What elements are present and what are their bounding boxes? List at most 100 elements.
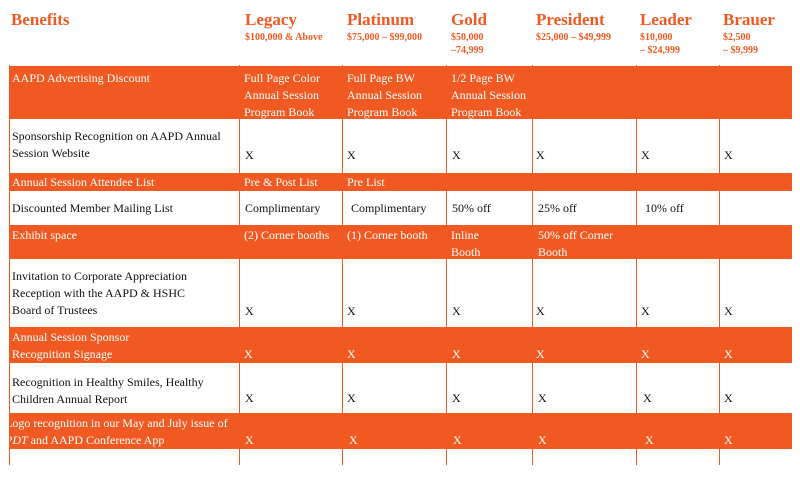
benefit-label: Discounted Member Mailing List [12,201,173,215]
tier-cell: 1/2 Page BW Annual Session Program Book [451,71,526,119]
tier-cell [637,225,717,259]
column-divider [446,65,447,465]
column-divider [636,65,637,465]
benefit-text: and AAPD Conference App [27,433,165,447]
tier-cell: X [536,304,545,318]
tier-cell: X [245,304,254,318]
table-row: Sponsorship Recognition on AAPD Annual S… [9,119,792,173]
benefits-header-title: Benefits [11,10,70,29]
tier-cell: X [536,148,545,162]
tier-header-president: President $25,000 – $49,999 [536,10,611,44]
tier-cell: X [724,347,733,361]
column-divider [719,65,720,465]
tier-cell: Pre & Post List [244,175,318,189]
benefit-text: Logo recognition in our May and July iss… [5,416,228,430]
tier-cell: X [349,433,358,447]
tier-range: $50,000 –74,999 [451,32,484,56]
benefit-label: Sponsorship Recognition on AAPD Annual S… [12,129,221,160]
tier-cell: (1) Corner booth [347,228,428,242]
table-row: Logo recognition in our May and July iss… [5,413,792,449]
benefit-label: Annual Session Sponsor Recognition Signa… [12,330,130,361]
tier-cell: X [641,148,650,162]
tier-header-platinum: Platinum $75,000 – $99,000 [347,10,422,44]
tier-cell: (2) Corner booths [244,228,330,242]
tier-cell: X [453,433,462,447]
tier-cell: X [347,148,356,162]
table-row: Exhibit space (2) Corner booths (1) Corn… [9,225,792,259]
tier-cell: Full Page Color Annual Session Program B… [244,71,321,119]
tier-cell: X [538,391,547,405]
tier-cell: 10% off [645,201,684,215]
tier-cell: X [641,304,650,318]
tier-name: Leader [640,10,692,29]
benefit-label: Invitation to Corporate Appreciation Rec… [12,269,187,317]
tier-cell: Complimentary [351,201,427,215]
column-divider [239,65,240,465]
column-divider [9,65,10,465]
table-row: AAPD Advertising Discount Full Page Colo… [9,66,792,119]
tier-cell: X [245,391,254,405]
tier-header-leader: Leader $10,000 – $24,999 [640,10,692,57]
tier-cell: X [643,391,652,405]
tier-cell: X [724,433,733,447]
tier-cell: X [645,433,654,447]
tier-cell: X [452,347,461,361]
tier-range: $25,000 – $49,999 [536,32,611,43]
tier-name: Legacy [245,10,297,29]
table-row: Discounted Member Mailing List Complimen… [9,191,792,225]
benefit-label: Recognition in Healthy Smiles, Healthy C… [12,375,204,406]
tier-cell [720,66,792,119]
tier-header-brauer: Brauer $2,500 – $9,999 [723,10,775,57]
tier-cell: X [724,391,733,405]
tier-cell: Complimentary [245,201,321,215]
benefit-label: AAPD Advertising Discount [12,71,150,85]
tier-cell: X [536,347,545,361]
benefit-text-italic: PDT [5,433,28,447]
tier-range: $100,000 & Above [245,32,323,43]
tier-cell: Full Page BW Annual Session Program Book [347,71,422,119]
tier-cell: 50% off [452,201,491,215]
tier-cell: X [724,304,733,318]
tier-cell [720,173,792,191]
tier-range: $75,000 – $99,000 [347,32,422,43]
tier-cell [447,173,537,191]
tier-cell: X [538,433,547,447]
column-divider [532,65,533,465]
tier-cell [637,173,717,191]
tier-name: Brauer [723,10,775,29]
table-row: Annual Session Sponsor Recognition Signa… [9,327,792,363]
benefit-label: Logo recognition in our May and July iss… [2,413,238,449]
tier-cell: 25% off [538,201,577,215]
tier-cell: 50% off Corner Booth [538,228,614,259]
table-row: Recognition in Healthy Smiles, Healthy C… [9,363,792,413]
tier-cell: X [245,433,254,447]
tier-cell [533,173,633,191]
tier-cell: X [452,148,461,162]
tier-header-gold: Gold $50,000 –74,999 [451,10,487,57]
tier-range: $2,500 – $9,999 [723,32,758,56]
tier-cell [720,225,792,259]
tier-cell: X [724,148,733,162]
tier-name: Gold [451,10,487,29]
tier-header-legacy: Legacy $100,000 & Above [245,10,323,44]
tier-range: $10,000 – $24,999 [640,32,680,56]
table-row: Annual Session Attendee List Pre & Post … [9,173,792,191]
tier-cell [637,66,717,119]
tier-name: Platinum [347,10,415,29]
tier-cell: Pre List [347,175,385,189]
tier-cell: X [452,391,461,405]
tier-cell: X [347,391,356,405]
tier-cell: Inline Booth [451,228,481,259]
tier-name: President [536,10,605,29]
tier-cell: X [641,347,650,361]
tier-cell [720,191,792,225]
tier-cell: X [452,304,461,318]
tier-cell: X [347,347,356,361]
table-row: Invitation to Corporate Appreciation Rec… [9,259,792,327]
tier-cell [533,66,633,119]
tier-cell: X [347,304,356,318]
benefits-header: Benefits [11,10,70,30]
tier-cell: X [244,347,253,361]
tier-cell: X [245,148,254,162]
column-divider [342,65,343,465]
